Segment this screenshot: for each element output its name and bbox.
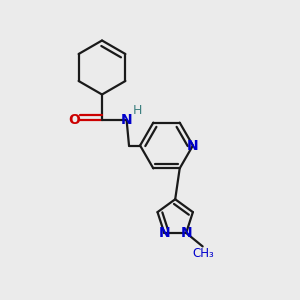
Text: N: N: [187, 139, 199, 152]
Text: N: N: [121, 113, 132, 127]
Text: CH₃: CH₃: [192, 248, 214, 260]
Text: H: H: [132, 104, 142, 118]
Text: N: N: [158, 226, 170, 240]
Text: N: N: [180, 226, 192, 240]
Text: O: O: [68, 113, 80, 127]
